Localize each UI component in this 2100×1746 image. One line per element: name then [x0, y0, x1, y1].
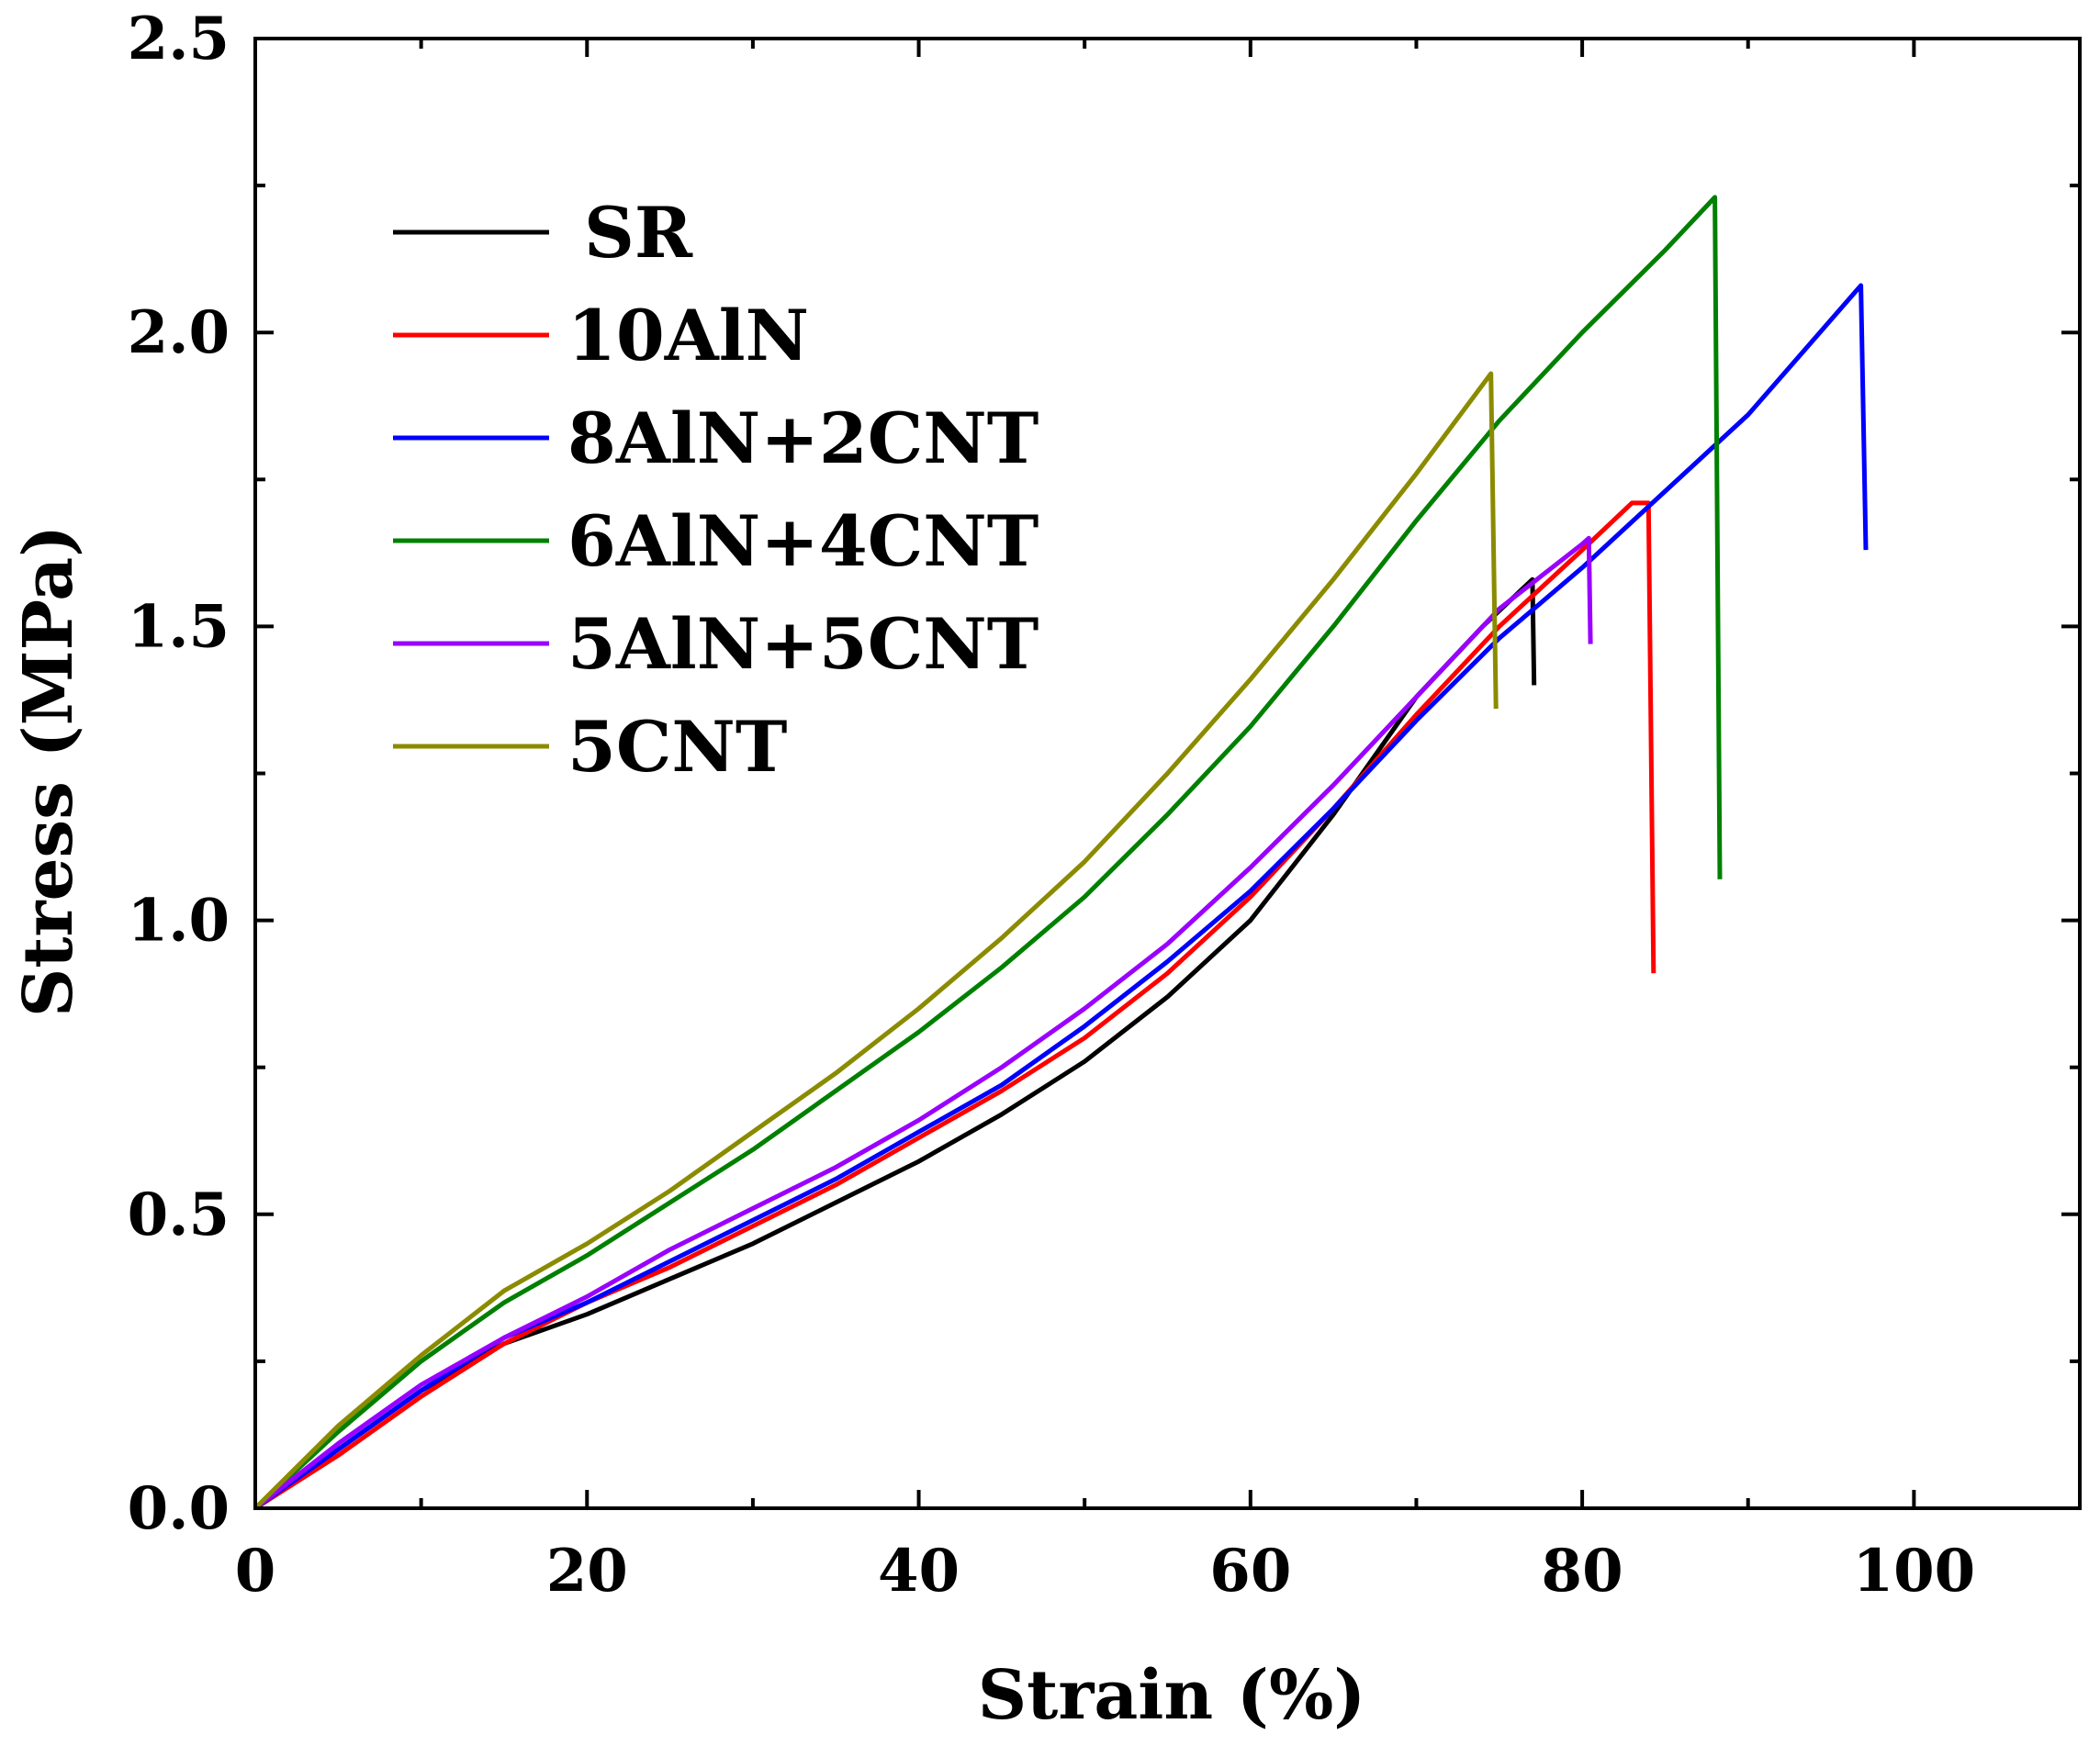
x-axis-ticks: 0 20 40 60 80 100	[235, 39, 2082, 1606]
y-tick-label: 2.0	[128, 298, 230, 367]
series-line-5aln-5cnt	[253, 535, 1593, 1510]
y-axis-ticks: 0.0 0.5 1.0 1.5 2.0 2.5	[128, 5, 2080, 1543]
x-tick-label: 60	[1209, 1537, 1291, 1606]
y-tick-label: 1.5	[128, 592, 230, 661]
x-tick-label: 20	[546, 1537, 628, 1606]
legend-label-sr: SR	[584, 192, 693, 274]
legend-label-5aln-5cnt: 5AlN+5CNT	[567, 603, 1039, 685]
y-tick-label: 2.5	[128, 5, 230, 73]
y-tick-label: 0.5	[128, 1181, 230, 1249]
x-tick-label: 80	[1542, 1537, 1623, 1606]
legend-label-5cnt: 5CNT	[567, 706, 787, 788]
y-axis-title: Stress (MPa)	[9, 525, 88, 1017]
series-layer	[253, 195, 1869, 1511]
y-tick-label: 1.0	[128, 887, 230, 956]
y-tick-label: 0.0	[128, 1474, 230, 1543]
legend-label-10aln: 10AlN	[567, 295, 809, 376]
legend-label-8aln-2cnt: 8AlN+2CNT	[567, 397, 1039, 479]
x-tick-label: 40	[878, 1537, 960, 1606]
legend-label-6aln-4cnt: 6AlN+4CNT	[567, 500, 1039, 582]
series-line-8aln-2cnt	[253, 283, 1869, 1511]
x-tick-label: 0	[235, 1537, 276, 1606]
x-tick-label: 100	[1853, 1537, 1976, 1606]
legend: SR 10AlN 8AlN+2CNT 6AlN+4CNT 5AlN+5CNT 5CNT	[393, 192, 1039, 788]
series-line-6aln-4cnt	[253, 195, 1723, 1510]
series-line-10aln	[253, 500, 1656, 1511]
x-axis-title: Strain (%)	[978, 1656, 1366, 1735]
series-line-5cnt	[253, 371, 1499, 1510]
